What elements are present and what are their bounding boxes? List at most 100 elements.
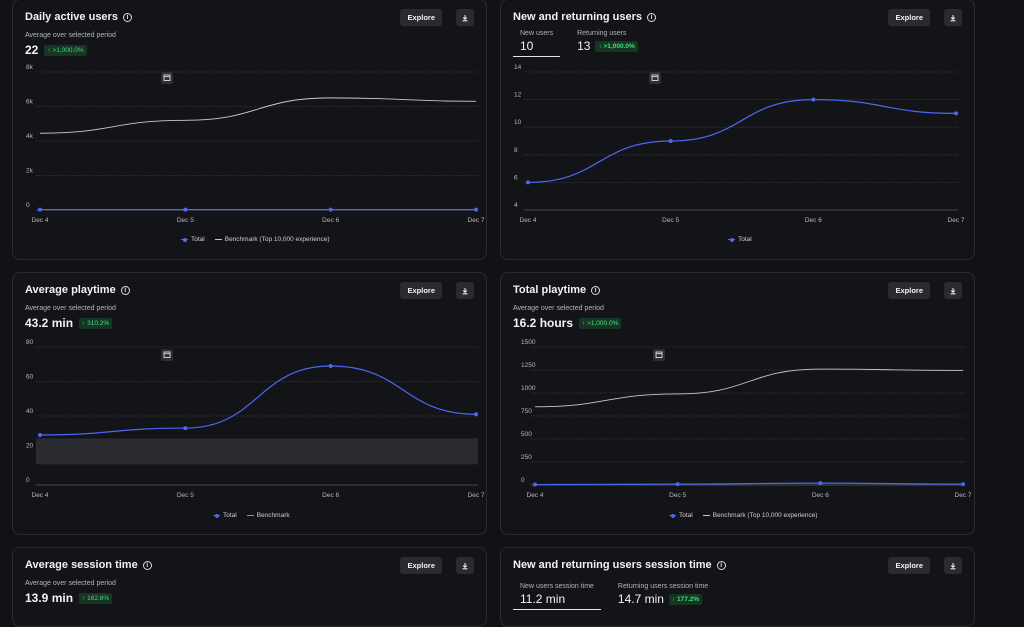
metric-tabs: New users 10 Returning users 13 ↑ >1,000.… bbox=[513, 30, 645, 57]
card-daily-active-users: Daily active users i Explore Average over… bbox=[12, 0, 487, 260]
info-icon[interactable]: i bbox=[142, 560, 152, 570]
series-line-benchmark bbox=[534, 368, 964, 408]
y-tick-label: 4 bbox=[514, 202, 518, 209]
tab-returning-users-session-time[interactable]: Returning users session time 14.7 min ↑ 1… bbox=[617, 583, 709, 606]
card-new-returning-session-time: New and returning users session time i Ex… bbox=[500, 547, 975, 627]
download-icon bbox=[462, 14, 468, 21]
card-total-playtime: Total playtime i Explore Average over sel… bbox=[500, 272, 975, 535]
change-badge: ↑ 177.2% bbox=[668, 593, 703, 605]
info-icon[interactable]: i bbox=[716, 560, 726, 570]
download-button[interactable] bbox=[456, 9, 474, 26]
y-tick-label: 2k bbox=[26, 168, 34, 175]
y-tick-label: 20 bbox=[26, 443, 34, 450]
download-button[interactable] bbox=[944, 282, 962, 299]
legend-item-total[interactable]: Total bbox=[181, 236, 205, 243]
info-icon[interactable]: i bbox=[646, 12, 656, 22]
y-tick-label: 0 bbox=[521, 477, 525, 484]
info-icon[interactable]: i bbox=[591, 285, 601, 295]
data-point bbox=[183, 207, 188, 212]
y-tick-label: 0 bbox=[26, 477, 30, 484]
x-tick-label: Dec 6 bbox=[812, 492, 829, 499]
calendar-icon bbox=[653, 349, 665, 361]
explore-button[interactable]: Explore bbox=[400, 9, 442, 26]
legend: Total Benchmark bbox=[213, 512, 290, 519]
data-point bbox=[38, 432, 42, 437]
y-tick-label: 80 bbox=[26, 339, 34, 346]
legend-item-benchmark[interactable]: Benchmark (Top 10,000 experience) bbox=[702, 512, 818, 519]
legend: Total Benchmark (Top 10,000 experience) bbox=[669, 512, 818, 519]
data-point bbox=[818, 481, 823, 486]
change-badge: ↑ >1,000.0% bbox=[44, 44, 87, 56]
y-tick-label: 0 bbox=[26, 202, 30, 209]
tab-new-users[interactable]: New users 10 bbox=[513, 30, 561, 57]
metric-value: 43.2 min bbox=[25, 316, 74, 330]
legend-item-total[interactable]: Total bbox=[728, 236, 752, 243]
download-button[interactable] bbox=[944, 9, 962, 26]
metric: 43.2 min ↑ 310.2% bbox=[25, 316, 113, 330]
y-tick-label: 12 bbox=[514, 92, 522, 99]
card-title: Average playtime i bbox=[25, 284, 130, 296]
x-tick-label: Dec 6 bbox=[322, 217, 339, 224]
y-tick-label: 1000 bbox=[521, 385, 536, 392]
chart-daily-active-users: 8k 6k 4k 2k 0 Dec 4 Dec 5 Dec 6 Dec 7 bbox=[26, 64, 485, 224]
metric-value: 13.9 min bbox=[25, 591, 74, 605]
metric-subtitle: Average over selected period bbox=[25, 32, 116, 39]
download-button[interactable] bbox=[456, 282, 474, 299]
y-tick-label: 6 bbox=[514, 174, 518, 181]
chart-new-returning-users: 14 12 10 8 6 4 Dec 4 Dec 5 Dec 6 Dec 7 bbox=[514, 64, 965, 224]
y-tick-label: 500 bbox=[521, 431, 532, 438]
data-point bbox=[183, 426, 188, 431]
tab-returning-users[interactable]: Returning users 13 ↑ >1,000.0% bbox=[570, 30, 645, 57]
tab-new-users-session-time[interactable]: New users session time 11.2 min bbox=[513, 583, 601, 610]
download-icon bbox=[950, 287, 956, 294]
chart-total-playtime: 1500 1250 1000 750 500 250 0 Dec 4 Dec 5 Dec 6 Dec… bbox=[521, 339, 972, 499]
x-tick-label: Dec 4 bbox=[32, 492, 49, 499]
metric: 13.9 min ↑ 162.6% bbox=[25, 591, 113, 605]
data-point bbox=[961, 482, 965, 487]
legend-item-benchmark[interactable]: Benchmark bbox=[246, 512, 290, 519]
data-point bbox=[328, 363, 333, 368]
explore-button[interactable]: Explore bbox=[400, 282, 442, 299]
y-tick-label: 4k bbox=[26, 133, 34, 140]
metric: 22 ↑ >1,000.0% bbox=[25, 43, 87, 57]
legend: Total Benchmark (Top 10,000 experience) bbox=[181, 236, 330, 243]
legend-item-benchmark[interactable]: Benchmark (Top 10,000 experience) bbox=[214, 236, 330, 243]
card-title: Average session time i bbox=[25, 559, 152, 571]
y-tick-label: 10 bbox=[514, 119, 522, 126]
metric-subtitle: Average over selected period bbox=[25, 305, 116, 312]
explore-button[interactable]: Explore bbox=[888, 9, 930, 26]
x-tick-label: Dec 5 bbox=[669, 492, 686, 499]
y-tick-label: 14 bbox=[514, 64, 522, 71]
change-badge: ↑ 310.2% bbox=[79, 317, 113, 329]
data-point bbox=[328, 207, 333, 212]
x-tick-label: Dec 7 bbox=[468, 492, 485, 499]
card-title: Total playtime i bbox=[513, 284, 601, 296]
data-point bbox=[675, 482, 680, 487]
x-tick-label: Dec 7 bbox=[955, 492, 972, 499]
y-tick-label: 40 bbox=[26, 408, 34, 415]
y-tick-label: 750 bbox=[521, 408, 532, 415]
x-tick-label: Dec 6 bbox=[322, 492, 339, 499]
explore-button[interactable]: Explore bbox=[888, 282, 930, 299]
download-button[interactable] bbox=[944, 557, 962, 574]
explore-button[interactable]: Explore bbox=[888, 557, 930, 574]
data-point bbox=[811, 97, 816, 102]
legend-item-total[interactable]: Total bbox=[213, 512, 237, 519]
download-button[interactable] bbox=[456, 557, 474, 574]
x-tick-label: Dec 4 bbox=[520, 217, 537, 224]
calendar-icon bbox=[161, 72, 173, 84]
download-icon bbox=[950, 562, 956, 569]
data-point bbox=[526, 180, 530, 185]
legend-item-total[interactable]: Total bbox=[669, 512, 693, 519]
data-point bbox=[954, 111, 958, 116]
info-icon[interactable]: i bbox=[120, 285, 130, 295]
card-title: Daily active users i bbox=[25, 11, 132, 23]
series-line-total bbox=[534, 482, 964, 486]
metric-subtitle: Average over selected period bbox=[513, 305, 604, 312]
explore-button[interactable]: Explore bbox=[400, 557, 442, 574]
data-point bbox=[474, 412, 478, 417]
metric-value: 16.2 hours bbox=[513, 316, 574, 330]
info-icon[interactable]: i bbox=[122, 12, 132, 22]
y-tick-label: 1500 bbox=[521, 339, 536, 346]
data-point bbox=[474, 207, 478, 212]
